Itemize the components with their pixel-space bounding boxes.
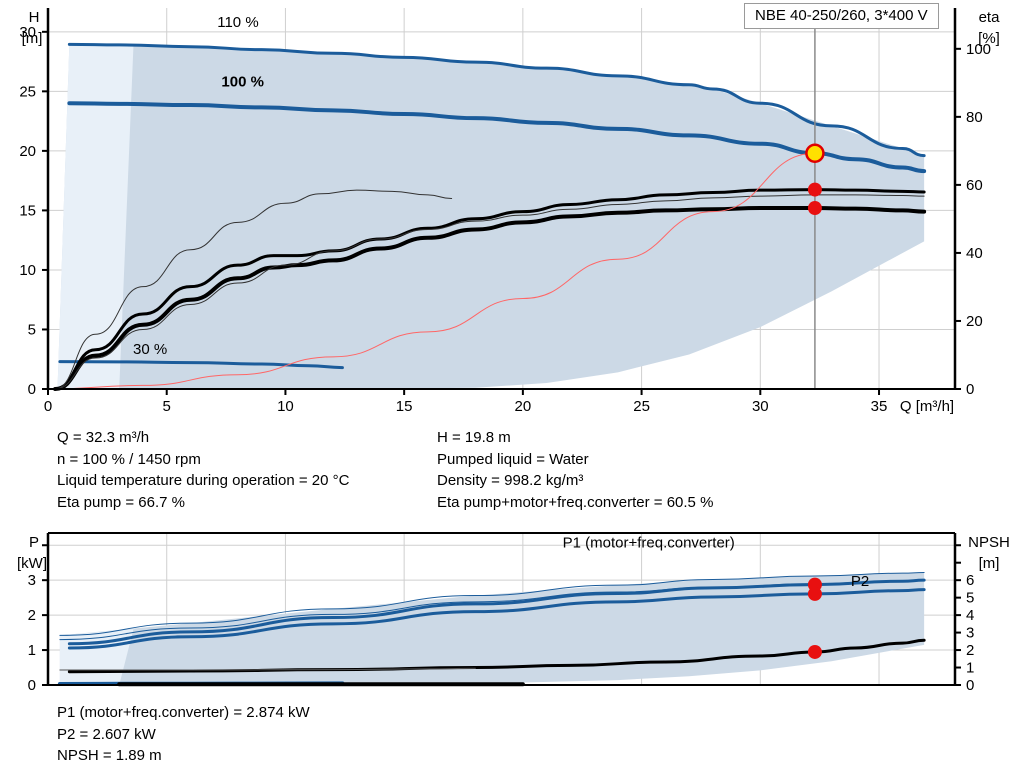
info-left-line-4: Eta pump = 66.7 % [57, 493, 185, 511]
info-bottom-line-1: P1 (motor+freq.converter) = 2.874 kW [57, 704, 310, 721]
y-axis-tick-label: 20 [19, 143, 36, 160]
info-left-line-1: Q = 32.3 m³/h [57, 429, 150, 446]
info-right-line-4: Eta pump+motor+freq.converter = 60.5 % [437, 493, 714, 511]
y2-axis-tick-label: 40 [966, 245, 983, 262]
y-axis-tick-label: 10 [19, 262, 36, 279]
info-right-line-3: Density = 998.2 kg/m³ [437, 472, 584, 489]
curve-p1-upper [59, 571, 925, 636]
curve-head-lower [58, 360, 344, 370]
y-axis-title: H [29, 9, 40, 26]
head-eta-svg: 0 5 10 15 20 25 30 0 20 40 60 80 100 0 5 10 15 20 25 30 35 Q … [19, 8, 1000, 415]
axes-group [42, 8, 961, 395]
y-axis-title: P [29, 534, 39, 551]
axes-group [42, 532, 961, 686]
eta-pump-duty-dot[interactable] [807, 182, 822, 197]
x-axis-tick-label: 0 [44, 398, 52, 415]
y2-axis-title: NPSH [968, 534, 1010, 551]
curve-npsh-thin [59, 667, 476, 671]
curve-eta-thin [54, 189, 453, 390]
duty-info-right: H = 19.8 m Pumped liquid = Water Density… [437, 427, 713, 513]
y-axis-tick-label: 25 [19, 83, 36, 100]
x-axis-tick-label: 15 [396, 398, 413, 415]
y-axis-tick-label: 5 [28, 321, 36, 338]
x-axis-tick-label: 5 [163, 398, 171, 415]
envelope-band [59, 572, 925, 685]
y2-axis-tick-label: 0 [966, 677, 974, 694]
y-axis-unit: [m] [22, 30, 43, 47]
curves-group [47, 42, 927, 391]
y2-axis-tick-label: 5 [966, 590, 974, 607]
x-axis-tick-label: 25 [633, 398, 650, 415]
y2-axis-tick-label: 2 [966, 642, 974, 659]
power-info: P1 (motor+freq.converter) = 2.874 kW P2 … [57, 702, 310, 767]
duty-markers-group [807, 577, 822, 659]
labels-group: 0 5 10 15 20 25 30 0 20 40 60 80 100 0 5 10 15 20 25 30 35 Q … [19, 9, 1000, 415]
x-axis-tick-label: 20 [515, 398, 532, 415]
y2-axis-tick-label: 0 [966, 381, 974, 398]
head-eta-chart: 0 5 10 15 20 25 30 0 20 40 60 80 100 0 5 10 15 20 25 30 35 Q … [19, 8, 1000, 415]
x-axis-tick-label: 30 [752, 398, 769, 415]
duty-dot-p2[interactable] [807, 586, 822, 601]
curve-p1 [67, 578, 926, 646]
info-bottom-line-2: P2 = 2.607 kW [57, 725, 156, 743]
y2-axis-title: eta [979, 9, 1001, 26]
y-axis-tick-label: 15 [19, 202, 36, 219]
info-left-line-3: Liquid temperature during operation = 20… [57, 472, 350, 489]
y-axis-tick-label: 1 [28, 642, 36, 659]
y2-axis-unit: [%] [978, 30, 1000, 47]
envelope-band-light [57, 44, 134, 390]
curve-head-main [67, 101, 927, 174]
curve-npsh [67, 638, 926, 674]
y-axis-tick-label: 0 [28, 677, 36, 694]
pump-model-title-text: NBE 40-250/260, 3*400 V [755, 7, 928, 24]
curve-head-upper [67, 42, 926, 158]
y-axis-tick-label: 2 [28, 607, 36, 624]
duty-markers-group [805, 8, 825, 389]
y2-axis-tick-label: 60 [966, 177, 983, 194]
x-axis-tick-label: 10 [277, 398, 294, 415]
curve-annotation: 100 % [221, 74, 264, 91]
info-right-line-2: Pumped liquid = Water [437, 450, 589, 468]
y2-axis-tick-label: 6 [966, 572, 974, 589]
y2-axis-tick-label: 3 [966, 625, 974, 642]
y-axis-tick-label: 30 [19, 24, 36, 41]
curve-p2-upper [59, 579, 925, 641]
x-axis-tick-label: 35 [871, 398, 888, 415]
y-axis-tick-label: 3 [28, 572, 36, 589]
power-npsh-chart: 0 1 2 3 0 1 2 3 4 5 6 P [kW] NPSH [m] P1 (motor+freq.co… [0, 515, 1024, 700]
y2-axis-tick-label: 1 [966, 660, 974, 677]
duty-point-marker[interactable] [805, 143, 825, 164]
info-bottom-line-3: NPSH = 1.89 m [57, 747, 162, 764]
curve-eta-upper [53, 188, 926, 391]
curve-eta-thin2 [54, 194, 925, 390]
y2-axis-unit: [m] [979, 555, 1000, 572]
curve-annotation: P2 [851, 573, 869, 590]
y-axis-unit: [kW] [17, 555, 47, 572]
curve-system [47, 152, 816, 390]
y2-axis-tick-label: 20 [966, 313, 983, 330]
curve-p2 [67, 588, 926, 650]
eta-total-duty-dot[interactable] [807, 201, 822, 216]
y2-axis-tick-label: 80 [966, 109, 983, 126]
info-right-line-1: H = 19.8 m [437, 429, 511, 446]
y2-axis-tick-label: 100 [966, 41, 991, 58]
y-axis-tick-label: 0 [28, 381, 36, 398]
curve-eta-lower [53, 206, 927, 391]
duty-info-left: Q = 32.3 m³/h n = 100 % / 1450 rpm Liqui… [57, 427, 349, 513]
y2-axis-tick-label: 4 [966, 607, 974, 624]
duty-dot-npsh[interactable] [807, 644, 822, 659]
curve-annotation: 30 % [133, 341, 167, 358]
pump-model-title: NBE 40-250/260, 3*400 V [744, 3, 939, 30]
curve-annotation: P1 (motor+freq.converter) [563, 535, 735, 552]
info-left-line-2: n = 100 % / 1450 rpm [57, 450, 201, 468]
x-axis-title: Q [m³/h] [900, 398, 954, 415]
curve-annotation: 110 % [217, 14, 258, 31]
